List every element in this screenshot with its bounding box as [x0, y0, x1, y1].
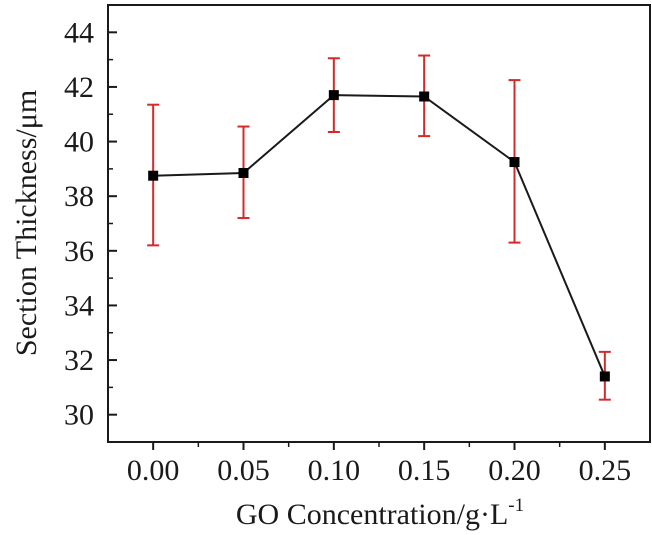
- x-axis-title-text: GO Concentration/g·L: [236, 498, 508, 531]
- y-tick-label: 34: [64, 289, 94, 322]
- x-axis-title-superscript: -1: [508, 495, 524, 516]
- x-tick-label: 0.15: [398, 454, 451, 487]
- data-point: [509, 157, 520, 168]
- x-axis-title: GO Concentration/g·L-1: [236, 495, 524, 531]
- data-markers: [148, 90, 610, 382]
- x-tick-label: 0.25: [579, 454, 632, 487]
- y-axis-title: Section Thickness/μm: [10, 90, 43, 356]
- tick-labels: 30 32 34 36 38 40 42 44 0.00 0.05 0.10 0.15 0.20 0.25: [64, 16, 631, 487]
- y-tick-label: 44: [64, 16, 94, 49]
- data-point: [238, 167, 249, 178]
- data-point: [419, 91, 430, 102]
- series-lines: [153, 94, 606, 377]
- y-tick-label: 40: [64, 126, 94, 159]
- data-point: [599, 371, 610, 382]
- series-line: [153, 94, 606, 377]
- data-point: [148, 170, 159, 181]
- data-point: [328, 90, 339, 101]
- x-tick-label: 0.05: [217, 454, 270, 487]
- axes: [107, 4, 651, 450]
- y-tick-label: 42: [64, 71, 94, 104]
- plot-frame: [107, 4, 651, 443]
- y-tick-label: 38: [64, 180, 94, 213]
- x-tick-label: 0.00: [127, 454, 180, 487]
- x-tick-label: 0.20: [488, 454, 541, 487]
- y-tick-label: 32: [64, 344, 94, 377]
- x-tick-label: 0.10: [308, 454, 361, 487]
- y-tick-label: 30: [64, 399, 94, 432]
- y-tick-label: 36: [64, 235, 94, 268]
